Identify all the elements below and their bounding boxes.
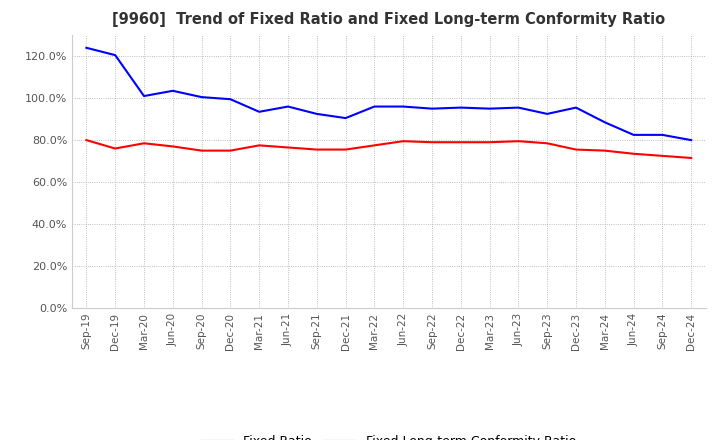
Fixed Ratio: [312, 111, 321, 117]
Fixed Ratio: [572, 105, 580, 110]
Fixed Long-term Conformity Ratio: [514, 139, 523, 144]
Fixed Ratio: [629, 132, 638, 138]
Fixed Ratio: [428, 106, 436, 111]
Fixed Ratio: [370, 104, 379, 109]
Fixed Long-term Conformity Ratio: [629, 151, 638, 156]
Fixed Long-term Conformity Ratio: [226, 148, 235, 153]
Fixed Long-term Conformity Ratio: [284, 145, 292, 150]
Fixed Ratio: [140, 93, 148, 99]
Fixed Ratio: [284, 104, 292, 109]
Fixed Long-term Conformity Ratio: [140, 141, 148, 146]
Fixed Ratio: [399, 104, 408, 109]
Fixed Long-term Conformity Ratio: [572, 147, 580, 152]
Fixed Ratio: [341, 115, 350, 121]
Fixed Ratio: [514, 105, 523, 110]
Fixed Ratio: [600, 120, 609, 125]
Line: Fixed Ratio: Fixed Ratio: [86, 48, 691, 140]
Fixed Long-term Conformity Ratio: [600, 148, 609, 153]
Fixed Long-term Conformity Ratio: [111, 146, 120, 151]
Fixed Ratio: [226, 96, 235, 102]
Fixed Long-term Conformity Ratio: [197, 148, 206, 153]
Fixed Ratio: [197, 95, 206, 100]
Fixed Ratio: [543, 111, 552, 117]
Fixed Long-term Conformity Ratio: [485, 139, 494, 145]
Title: [9960]  Trend of Fixed Ratio and Fixed Long-term Conformity Ratio: [9960] Trend of Fixed Ratio and Fixed Lo…: [112, 12, 665, 27]
Fixed Ratio: [456, 105, 465, 110]
Legend: Fixed Ratio, Fixed Long-term Conformity Ratio: Fixed Ratio, Fixed Long-term Conformity …: [196, 429, 582, 440]
Fixed Long-term Conformity Ratio: [543, 141, 552, 146]
Fixed Ratio: [658, 132, 667, 138]
Fixed Ratio: [168, 88, 177, 93]
Fixed Long-term Conformity Ratio: [370, 143, 379, 148]
Fixed Long-term Conformity Ratio: [341, 147, 350, 152]
Fixed Ratio: [687, 137, 696, 143]
Fixed Long-term Conformity Ratio: [456, 139, 465, 145]
Fixed Ratio: [485, 106, 494, 111]
Line: Fixed Long-term Conformity Ratio: Fixed Long-term Conformity Ratio: [86, 140, 691, 158]
Fixed Long-term Conformity Ratio: [82, 137, 91, 143]
Fixed Ratio: [82, 45, 91, 51]
Fixed Long-term Conformity Ratio: [168, 144, 177, 149]
Fixed Long-term Conformity Ratio: [687, 155, 696, 161]
Fixed Long-term Conformity Ratio: [428, 139, 436, 145]
Fixed Long-term Conformity Ratio: [658, 153, 667, 158]
Fixed Long-term Conformity Ratio: [312, 147, 321, 152]
Fixed Long-term Conformity Ratio: [255, 143, 264, 148]
Fixed Ratio: [111, 52, 120, 58]
Fixed Ratio: [255, 109, 264, 114]
Fixed Long-term Conformity Ratio: [399, 139, 408, 144]
